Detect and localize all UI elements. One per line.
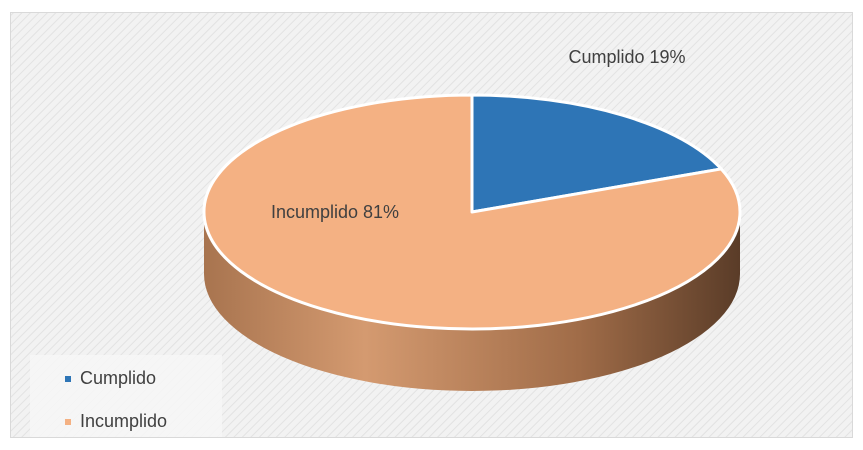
data-label: Cumplido 19% — [568, 47, 685, 67]
data-label: Incumplido 81% — [271, 202, 399, 222]
pie-slice — [202, 93, 742, 331]
legend-swatch — [65, 419, 71, 425]
pie-slice — [470, 93, 723, 214]
legend-swatch — [65, 376, 71, 382]
legend-label: Cumplido — [80, 368, 156, 388]
pie-side — [204, 212, 740, 391]
legend-background — [30, 355, 222, 437]
legend-label: Incumplido — [80, 411, 167, 431]
